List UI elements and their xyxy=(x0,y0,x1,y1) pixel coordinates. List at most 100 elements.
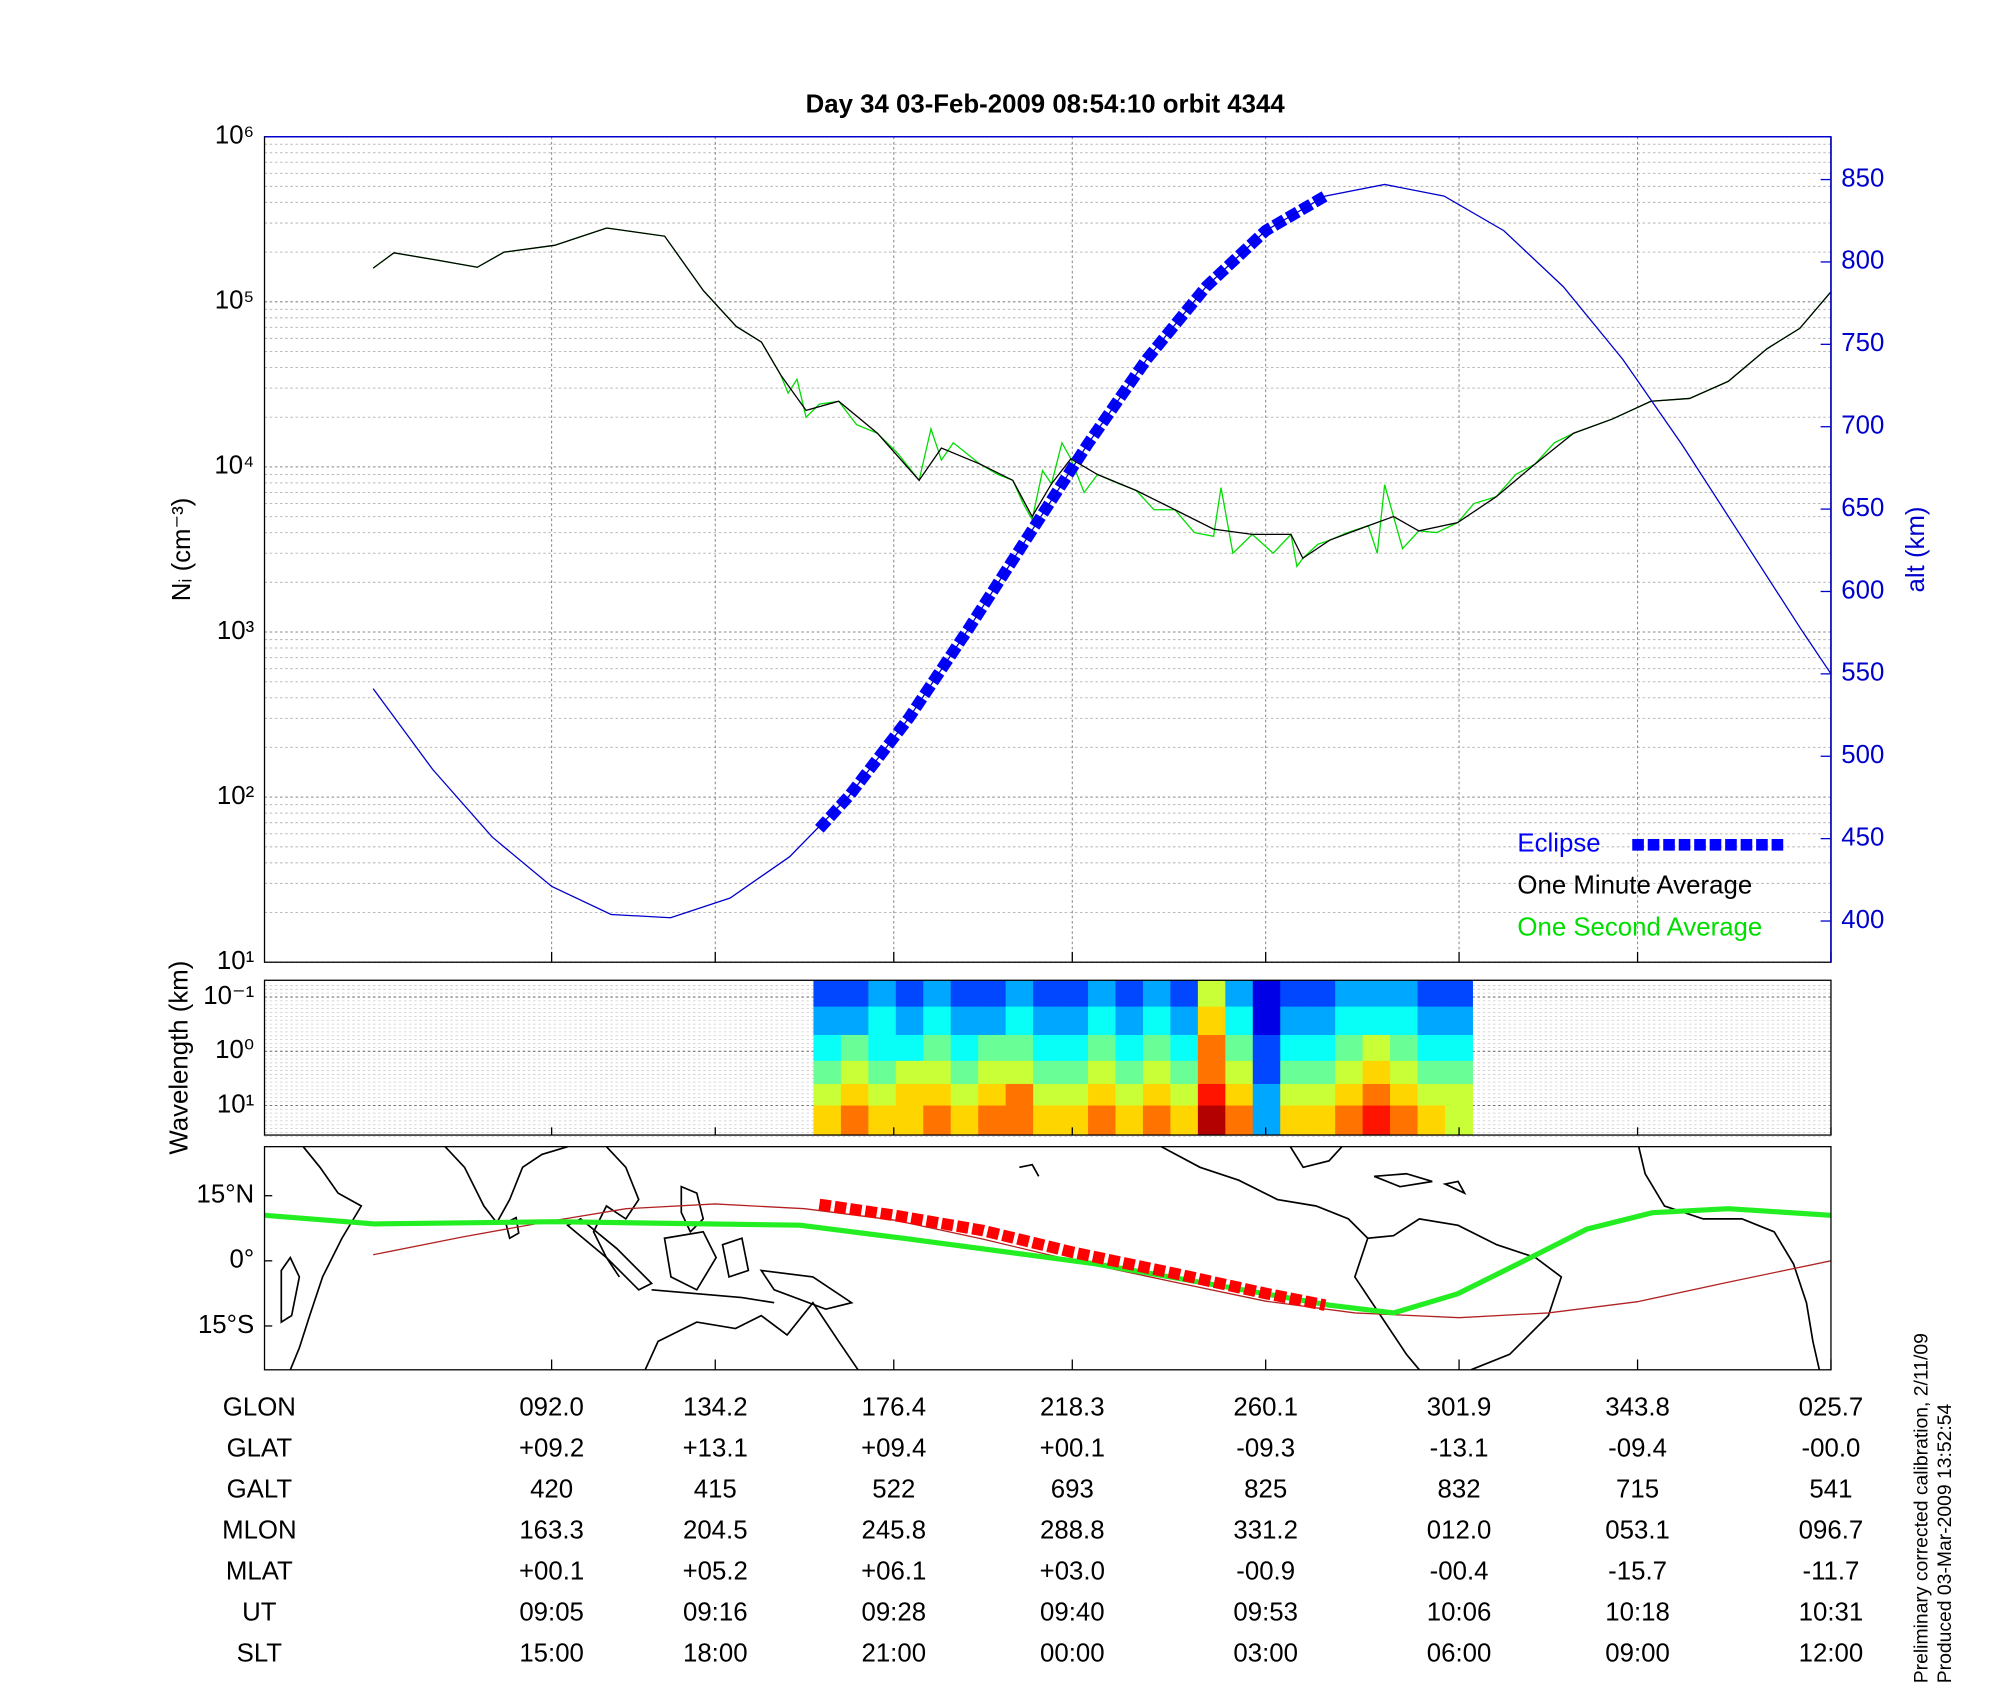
heatmap-cell xyxy=(1005,1006,1034,1036)
table-cell: -11.7 xyxy=(1803,1557,1860,1585)
table-cell: 09:16 xyxy=(683,1598,748,1626)
heatmap-cell xyxy=(978,980,1007,1008)
heatmap-cell xyxy=(1417,1105,1446,1136)
y-tick-label: 15°S xyxy=(198,1311,254,1339)
heatmap-cell xyxy=(1362,1034,1391,1062)
plot-frame xyxy=(263,979,1832,1136)
heatmap-cell xyxy=(1142,1034,1171,1062)
table-cell: +05.2 xyxy=(683,1557,748,1585)
heatmap-cell xyxy=(1142,1060,1171,1085)
heatmap-cell xyxy=(813,1006,842,1036)
heatmap-cell xyxy=(950,1006,979,1036)
heatmap-cell xyxy=(1280,1105,1309,1136)
heatmap-cell xyxy=(868,980,897,1008)
heatmap-cell xyxy=(1362,1006,1391,1036)
table-cell: -13.1 xyxy=(1430,1434,1489,1462)
y2-tick-label: 400 xyxy=(1841,906,1884,934)
heatmap-cell xyxy=(1170,1034,1199,1062)
y-tick-label: 15°N xyxy=(197,1181,255,1209)
heatmap-cell xyxy=(1197,1105,1226,1136)
heatmap-cell xyxy=(1060,1006,1089,1036)
heatmap-cell xyxy=(1060,1060,1089,1085)
heatmap-cell xyxy=(1197,1060,1226,1085)
heatmap-cell xyxy=(1060,1083,1089,1107)
heatmap-cell xyxy=(1142,980,1171,1008)
heatmap-cell xyxy=(1444,1006,1473,1036)
heatmap-cell xyxy=(1307,1006,1336,1036)
table-cell: 825 xyxy=(1244,1475,1287,1503)
heatmap-cell xyxy=(868,1060,897,1085)
table-cell: +00.1 xyxy=(519,1557,584,1585)
heatmap-cell xyxy=(1170,1060,1199,1085)
table-cell: 343.8 xyxy=(1605,1393,1670,1421)
y-tick-label: 10¹ xyxy=(217,1090,255,1118)
heatmap-cell xyxy=(895,980,924,1008)
heatmap-cell xyxy=(895,1006,924,1036)
heatmap-cell xyxy=(1252,1060,1281,1085)
heatmap-cell xyxy=(1444,980,1473,1008)
heatmap-cell xyxy=(840,1034,869,1062)
heatmap-cell xyxy=(1390,980,1419,1008)
table-cell: 176.4 xyxy=(861,1393,926,1421)
heatmap-cell xyxy=(1115,1105,1144,1136)
heatmap-cell xyxy=(1005,1105,1034,1136)
spectrogram-y-label: Wavelength (km) xyxy=(165,961,193,1155)
plot-area xyxy=(264,136,1831,963)
y2-tick-label: 600 xyxy=(1841,576,1884,604)
table-cell: 331.2 xyxy=(1233,1516,1298,1544)
table-cell: 832 xyxy=(1438,1475,1481,1503)
heatmap-cell xyxy=(1197,1034,1226,1062)
heatmap-cell xyxy=(1252,980,1281,1008)
y-tick-label: 10³ xyxy=(217,617,255,645)
table-cell: 00:00 xyxy=(1040,1639,1105,1667)
table-cell: -09.4 xyxy=(1608,1434,1667,1462)
table-cell: 012.0 xyxy=(1427,1516,1492,1544)
heatmap-cell xyxy=(813,1060,842,1085)
heatmap-cell xyxy=(840,1083,869,1107)
heatmap-cell xyxy=(1005,1060,1034,1085)
heatmap-cell xyxy=(1088,1060,1117,1085)
series-layer xyxy=(372,183,1831,919)
heatmap-cell xyxy=(1252,1006,1281,1036)
heatmap-cell xyxy=(923,1083,952,1107)
legend-label: One Second Average xyxy=(1517,913,1762,941)
heatmap-cell xyxy=(1005,1034,1034,1062)
heatmap-cell xyxy=(1060,1034,1089,1062)
heatmap-cell xyxy=(923,1034,952,1062)
heatmap-cell xyxy=(1115,1083,1144,1107)
table-cell: -15.7 xyxy=(1608,1557,1667,1585)
heatmap-cell xyxy=(1362,980,1391,1008)
table-cell: 15:00 xyxy=(519,1639,584,1667)
table-cell: 053.1 xyxy=(1605,1516,1670,1544)
heatmap-cell xyxy=(1252,1105,1281,1136)
y-tick-label: 10⁶ xyxy=(215,122,254,150)
table-cell: 09:28 xyxy=(861,1598,926,1626)
heatmap-cell xyxy=(1033,1006,1062,1036)
heatmap-cell xyxy=(1417,1034,1446,1062)
table-cell: 09:40 xyxy=(1040,1598,1105,1626)
heatmap-cell xyxy=(868,1006,897,1036)
heatmap-cell xyxy=(1088,1083,1117,1107)
heatmap-cell xyxy=(1088,980,1117,1008)
heatmap-cell xyxy=(1142,1083,1171,1107)
heatmap-cell xyxy=(1225,1060,1254,1085)
table-cell: +09.4 xyxy=(861,1434,926,1462)
y2-axis-label: alt (km) xyxy=(1902,506,1930,592)
heatmap-cell xyxy=(950,980,979,1008)
heatmap-cell xyxy=(840,1060,869,1085)
heatmap-cell xyxy=(923,1060,952,1085)
table-cell: 541 xyxy=(1809,1475,1852,1503)
heatmap-cell xyxy=(1280,980,1309,1008)
table-cell: +03.0 xyxy=(1040,1557,1105,1585)
heatmap-cell xyxy=(1390,1034,1419,1062)
heatmap-cell xyxy=(840,1105,869,1136)
table-row-name: SLT xyxy=(237,1639,283,1667)
heatmap-cell xyxy=(923,1105,952,1136)
heatmap-cell xyxy=(950,1060,979,1085)
heatmap-cell xyxy=(1335,1006,1364,1036)
heatmap-cell xyxy=(1390,1060,1419,1085)
table-cell: 10:06 xyxy=(1427,1598,1492,1626)
table-cell: 415 xyxy=(694,1475,737,1503)
y-tick-label: 10⁰ xyxy=(215,1036,254,1064)
